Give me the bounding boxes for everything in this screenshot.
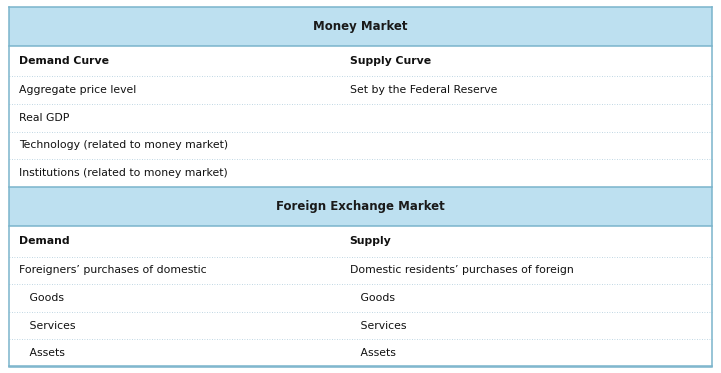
- Text: Supply Curve: Supply Curve: [350, 56, 431, 66]
- Text: Institutions (related to money market): Institutions (related to money market): [19, 168, 229, 178]
- Text: Set by the Federal Reserve: Set by the Federal Reserve: [350, 85, 497, 95]
- Text: Foreigners’ purchases of domestic: Foreigners’ purchases of domestic: [19, 266, 207, 275]
- Bar: [9, 187, 712, 226]
- Text: Services: Services: [19, 321, 76, 330]
- Text: Technology (related to money market): Technology (related to money market): [19, 141, 229, 150]
- Text: Goods: Goods: [19, 293, 64, 303]
- Text: Supply: Supply: [350, 236, 392, 246]
- Text: Goods: Goods: [350, 293, 394, 303]
- Text: Demand: Demand: [19, 236, 70, 246]
- Text: Aggregate price level: Aggregate price level: [19, 85, 137, 95]
- Text: Services: Services: [350, 321, 406, 330]
- Text: Assets: Assets: [19, 348, 66, 358]
- Text: Real GDP: Real GDP: [19, 113, 70, 123]
- Text: Foreign Exchange Market: Foreign Exchange Market: [276, 200, 445, 213]
- Text: Domestic residents’ purchases of foreign: Domestic residents’ purchases of foreign: [350, 266, 573, 275]
- Bar: [9, 7, 712, 46]
- Text: Money Market: Money Market: [313, 20, 408, 33]
- Text: Demand Curve: Demand Curve: [19, 56, 110, 66]
- Text: Assets: Assets: [350, 348, 396, 358]
